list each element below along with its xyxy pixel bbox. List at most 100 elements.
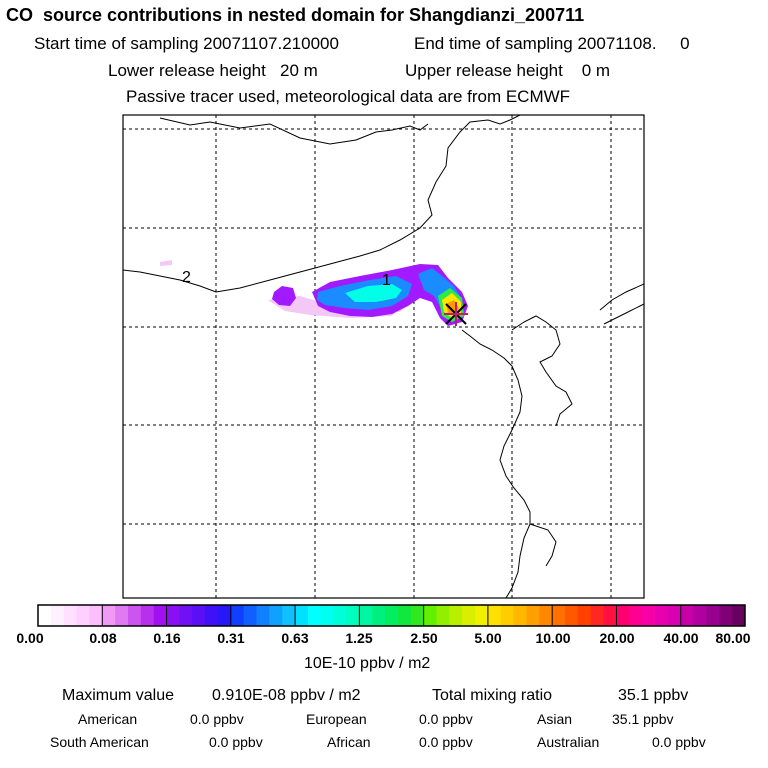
- colorbar-cell: [616, 605, 630, 626]
- coast-line: [461, 329, 531, 598]
- colorbar-cell: [115, 605, 129, 626]
- region-name: African: [327, 734, 371, 750]
- colorbar-cell: [127, 605, 142, 626]
- colorbar-cell: [230, 605, 245, 626]
- colorbar-cell: [603, 605, 617, 626]
- colorbar-cell: [256, 605, 270, 626]
- coast-line: [123, 115, 521, 293]
- coast-line: [511, 315, 573, 427]
- colorbar-cell: [629, 605, 643, 626]
- colorbar-border: [37, 604, 746, 627]
- colorbar-tick: 10.00: [535, 630, 571, 646]
- colorbar-cell: [732, 605, 746, 626]
- colorbar-cell: [346, 605, 360, 626]
- colorbar-cell: [719, 605, 733, 626]
- coast-line: [599, 283, 644, 311]
- plume-cyan-core: [345, 284, 402, 302]
- marker-label-2: 2: [182, 269, 191, 286]
- colorbar-cell: [577, 605, 592, 626]
- region-value: 35.1 ppbv: [612, 711, 674, 727]
- colorbar-cell: [295, 605, 309, 626]
- colorbar-tick: 80.00: [715, 630, 751, 646]
- colorbar-cell: [423, 605, 437, 626]
- colorbar-cell: [436, 605, 450, 626]
- colorbar-tick: 0.08: [89, 630, 117, 646]
- colorbar-cell: [166, 605, 180, 626]
- colorbar-tick: 0.31: [217, 630, 245, 646]
- colorbar-tick: 2.50: [410, 630, 438, 646]
- region-value: 0.0 ppbv: [652, 734, 706, 750]
- region-value: 0.0 ppbv: [419, 711, 473, 727]
- colorbar-tick: 0.00: [16, 630, 44, 646]
- colorbar-cell: [38, 605, 52, 626]
- colorbar-cell: [153, 605, 167, 626]
- region-value: 0.0 ppbv: [209, 734, 263, 750]
- max-value-label: Maximum value: [62, 687, 175, 704]
- region-name: European: [306, 711, 367, 727]
- colorbar-cell: [667, 605, 682, 626]
- plume-violet-blob: [272, 286, 296, 306]
- colorbar-tick: 5.00: [474, 630, 502, 646]
- colorbar-cell: [539, 605, 553, 626]
- upper-release-height: Upper release height 0 m: [405, 61, 611, 80]
- colorbar-tick: 1.25: [345, 630, 373, 646]
- concentration-plume: [160, 260, 468, 326]
- colorbar-cell: [565, 605, 579, 626]
- colorbar-cell: [513, 605, 527, 626]
- total-mixing-label: Total mixing ratio: [432, 687, 553, 704]
- map-area: [123, 115, 644, 598]
- sampling-start: Start time of sampling 20071107.210000: [34, 34, 339, 53]
- colorbar-cell: [63, 605, 77, 626]
- colorbar-cell: [269, 605, 283, 626]
- colorbar-cell: [449, 605, 463, 626]
- colorbar: [37, 604, 746, 627]
- colorbar-cell: [655, 605, 669, 626]
- colorbar-cell: [385, 605, 399, 626]
- colorbar-cell: [102, 605, 116, 626]
- region-name: American: [78, 711, 138, 727]
- colorbar-cell: [680, 605, 694, 626]
- tracer-note: Passive tracer used, meteorological data…: [126, 87, 571, 106]
- colorbar-cell: [693, 605, 707, 626]
- colorbar-cell: [526, 605, 540, 626]
- colorbar-cell: [410, 605, 425, 626]
- colorbar-cell: [89, 605, 103, 626]
- colorbar-tick: 0.16: [153, 630, 181, 646]
- colorbar-cell: [359, 605, 373, 626]
- coast-line: [159, 117, 429, 145]
- max-value: 0.910E-08 ppbv / m2: [212, 687, 361, 704]
- colorbar-tick: 20.00: [599, 630, 635, 646]
- receptor-star-marker: [444, 302, 468, 326]
- total-mixing-value: 35.1 ppbv: [618, 687, 689, 704]
- colorbar-cell: [307, 605, 322, 626]
- colorbar-cell: [552, 605, 566, 626]
- colorbar-cell: [333, 605, 347, 626]
- colorbar-cell: [500, 605, 515, 626]
- colorbar-cell: [50, 605, 65, 626]
- colorbar-cell: [487, 605, 502, 626]
- region-name: Australian: [537, 734, 600, 750]
- colorbar-tick: 0.63: [281, 630, 309, 646]
- colorbar-cell: [179, 605, 193, 626]
- plume-faint-tail: [160, 260, 172, 266]
- map-frame: [122, 114, 645, 599]
- colorbar-cell: [706, 605, 720, 626]
- colorbar-cell: [243, 605, 257, 626]
- coastlines: [123, 115, 644, 598]
- region-value: 0.0 ppbv: [190, 711, 244, 727]
- lower-release-height: Lower release height 20 m: [108, 61, 318, 80]
- marker-label-1: 1: [382, 272, 391, 289]
- colorbar-tick: 40.00: [663, 630, 699, 646]
- colorbar-cell: [140, 605, 155, 626]
- region-name: South American: [50, 734, 149, 750]
- colorbar-cell: [475, 605, 489, 626]
- colorbar-cell: [282, 605, 296, 626]
- colorbar-units: 10E-10 ppbv / m2: [304, 655, 431, 672]
- colorbar-cell: [590, 605, 604, 626]
- graticule: [123, 115, 644, 598]
- colorbar-cell: [397, 605, 412, 626]
- colorbar-cell: [76, 605, 90, 626]
- region-value: 0.0 ppbv: [419, 734, 473, 750]
- colorbar-cell: [192, 605, 206, 626]
